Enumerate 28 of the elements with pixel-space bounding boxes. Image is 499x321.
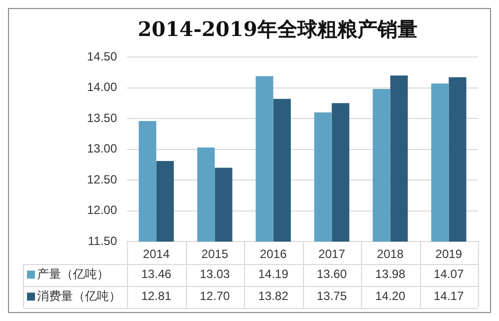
- x-tick-label: 2016: [260, 247, 287, 262]
- data-label: 13.75: [316, 288, 348, 303]
- data-label: 13.03: [200, 266, 230, 281]
- x-tick-label: 2017: [318, 247, 346, 262]
- y-tick-label: 14.50: [87, 49, 118, 64]
- data-label: 13.46: [141, 266, 172, 281]
- chart-title: 2014-2019年全球粗粮产销量: [138, 17, 418, 42]
- data-label: 14.20: [375, 288, 406, 303]
- y-tick-label: 11.50: [88, 234, 118, 248]
- y-tick-label: 13.50: [87, 110, 118, 125]
- data-label: 13.82: [258, 288, 289, 303]
- legend-label: 消费量（亿吨）: [37, 288, 121, 303]
- data-label: 13.98: [375, 266, 406, 281]
- x-tick-label: 2018: [376, 247, 404, 262]
- legend-label: 产量（亿吨）: [37, 266, 109, 281]
- data-label: 14.19: [258, 266, 289, 281]
- data-label: 14.07: [434, 266, 464, 281]
- x-tick-label: 2014: [142, 247, 170, 262]
- data-label: 12.81: [141, 288, 172, 303]
- data-label: 14.17: [434, 288, 464, 303]
- x-tick-label: 2015: [201, 247, 228, 262]
- y-tick-label: 14.00: [87, 80, 118, 94]
- y-tick-label: 12.50: [87, 172, 118, 186]
- y-tick-label: 13.00: [87, 142, 118, 156]
- data-label: 12.70: [200, 288, 230, 303]
- y-tick-label: 12.00: [87, 203, 118, 218]
- x-tick-label: 2019: [435, 247, 462, 262]
- data-label: 13.60: [316, 266, 348, 281]
